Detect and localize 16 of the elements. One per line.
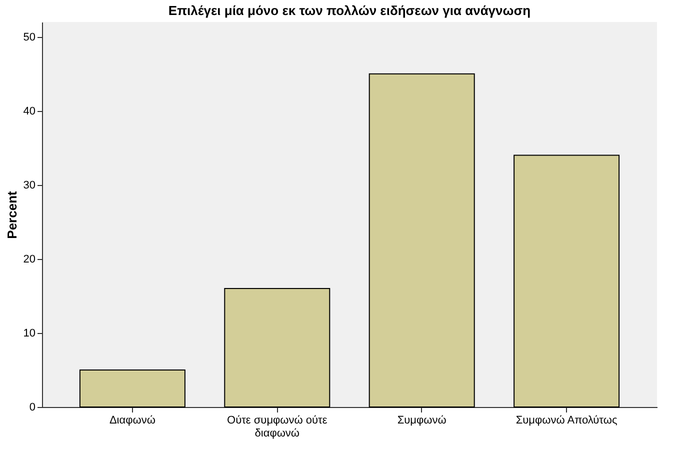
y-tick-label: 10: [23, 327, 36, 340]
bar: [368, 73, 475, 408]
x-tick-label: Ούτε συμφωνώ ούτε διαφωνώ: [227, 414, 328, 440]
y-axis-title: Percent: [4, 190, 20, 239]
y-tick-label: 50: [23, 31, 36, 44]
y-tick-label: 40: [23, 105, 36, 118]
bar: [224, 288, 330, 408]
bar: [79, 369, 186, 408]
y-tick-label: 20: [23, 253, 36, 266]
x-tick-label: Διαφωνώ: [109, 414, 156, 426]
chart-title: Επιλέγει μία μόνο εκ των πολλών ειδήσεων για ανάγνωση: [168, 3, 531, 18]
y-tick-label: 0: [29, 402, 36, 414]
x-tick-label: Συμφωνώ Απολύτως: [516, 414, 618, 426]
bar: [514, 154, 620, 408]
x-tick-label: Συμφωνώ: [397, 414, 447, 426]
y-tick-label: 30: [23, 179, 36, 192]
